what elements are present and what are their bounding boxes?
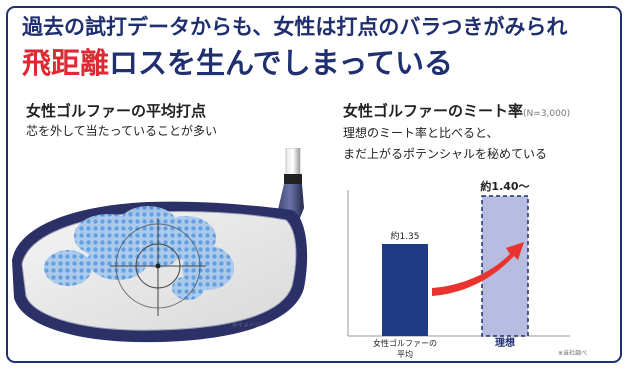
increase-arrow	[432, 242, 524, 296]
left-panel-subtitle: 芯を外して当たっていることが多い	[26, 124, 218, 138]
category-label-0-0: 女性ゴルファーの	[373, 338, 437, 348]
image-note: ※イメージ	[232, 322, 261, 329]
data-label-average: 約1.35	[390, 230, 419, 242]
category-label-1-0: 理想	[495, 336, 515, 349]
bar-average	[382, 244, 428, 336]
right-panel-title: 女性ゴルファーのミート率(N=3,000)	[343, 102, 571, 120]
sample-note: (N=3,000)	[523, 109, 571, 119]
source-note: ※当社調べ	[558, 350, 588, 357]
meet-rate-chart: 約1.35 約1.40～ 女性ゴルファーの平均 理想	[347, 179, 570, 359]
shaft	[285, 148, 301, 177]
left-panel-title: 女性ゴルファーの平均打点	[26, 102, 207, 120]
headline-highlight: 飛距離	[22, 46, 110, 80]
data-label-ideal: 約1.40～	[480, 179, 529, 193]
bar-ideal	[481, 195, 529, 337]
impact-dots-cluster	[44, 206, 234, 300]
headline-line-2: 飛距離ロスを生んでしまっている	[22, 40, 453, 82]
right-panel-subtitle-2: まだ上がるポテンシャルを秘めている	[343, 147, 548, 161]
headline-rest: ロスを生んでしまっている	[109, 46, 453, 80]
category-label-0-1: 平均	[397, 349, 413, 359]
driver-head-illustration	[12, 148, 308, 343]
headline-line-1: 過去の試打データからも、女性は打点のバラつきがみられ	[22, 15, 568, 39]
ferrule	[284, 174, 302, 184]
right-panel-subtitle-1: 理想のミート率と比べると、	[343, 126, 499, 140]
